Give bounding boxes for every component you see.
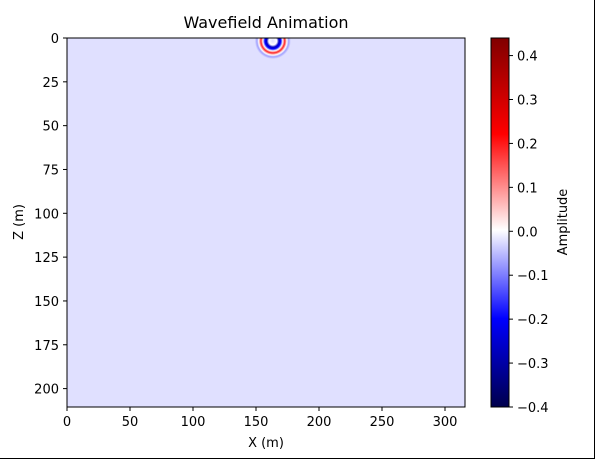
plot-area	[67, 38, 465, 407]
colorbar-tick-label: 0.3	[517, 94, 538, 109]
colorbar-axis: 0.4 0.3 0.2 0.1 0.0 −0.1 −0.2 −0.3 −0.4	[509, 50, 549, 416]
x-tick-label: 50	[122, 415, 139, 430]
y-tick-label: 0	[51, 32, 59, 47]
y-tick-label: 75	[42, 163, 59, 178]
colorbar-tick-label: 0.4	[517, 50, 538, 65]
y-tick-label: 125	[34, 251, 59, 266]
x-tick-label: 250	[370, 415, 395, 430]
x-tick-label: 150	[244, 415, 269, 430]
y-axis-label: Z (m)	[12, 204, 27, 240]
colorbar-tick-label: −0.1	[517, 269, 549, 284]
colorbar-tick-label: −0.4	[517, 401, 549, 416]
y-axis: 0 25 50 75 100 125 150 175 200	[34, 32, 67, 398]
x-tick-label: 0	[63, 415, 71, 430]
x-axis-label: X (m)	[248, 436, 284, 451]
plot-frame	[66, 37, 466, 408]
colorbar-tick-label: 0.2	[517, 137, 538, 152]
x-tick-label: 100	[181, 415, 206, 430]
colorbar-tick-label: 0.1	[517, 181, 538, 196]
x-tick-label: 200	[307, 415, 332, 430]
y-tick-label: 100	[34, 207, 59, 222]
y-tick-label: 200	[34, 383, 59, 398]
colorbar	[490, 37, 510, 408]
colorbar-tick-label: 0.0	[517, 225, 538, 240]
chart-title: Wavefield Animation	[183, 13, 348, 32]
y-tick-label: 50	[42, 120, 59, 135]
y-tick-label: 25	[42, 76, 59, 91]
x-axis: 0 50 100 150 200 250 300	[63, 407, 458, 430]
colorbar-tick-label: −0.3	[517, 357, 549, 372]
y-tick-label: 150	[34, 295, 59, 310]
colorbar-tick-label: −0.2	[517, 313, 549, 328]
x-tick-label: 300	[433, 415, 458, 430]
wavefront-rings	[254, 38, 291, 59]
y-tick-label: 175	[34, 339, 59, 354]
colorbar-label: Amplitude	[556, 189, 571, 256]
wavefield-background	[67, 38, 465, 407]
